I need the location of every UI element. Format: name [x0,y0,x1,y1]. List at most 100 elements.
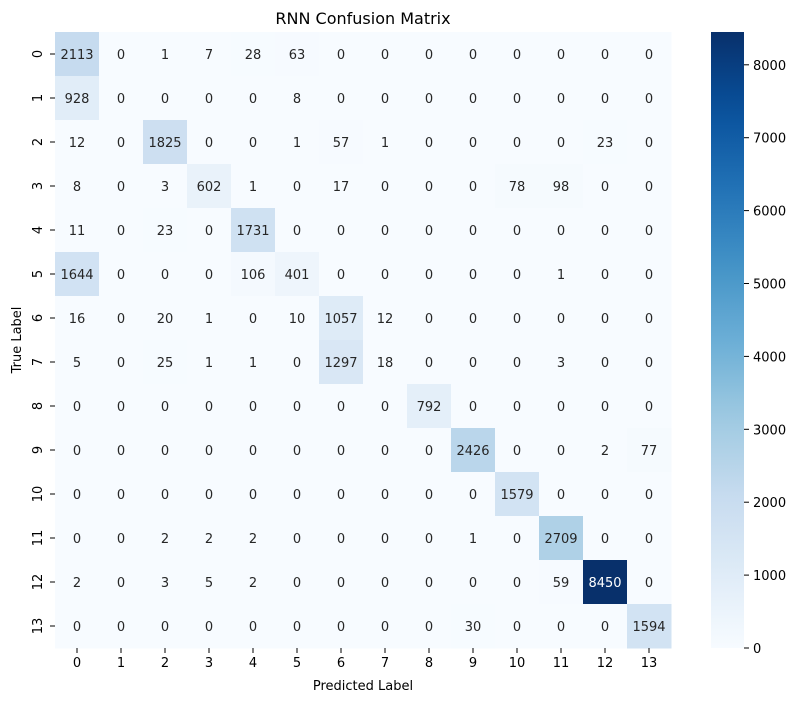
heatmap-cell [627,384,672,429]
cell-value-label: 0 [381,532,389,547]
cell-value-label: 0 [161,620,169,635]
cell-value-label: 0 [601,180,609,195]
x-axis-ticks: 0 1 2 3 4 5 6 7 8 9 10 11 12 13 [73,648,657,671]
heatmap-cell [275,296,320,341]
heatmap-cell [55,560,100,605]
heatmap-cell [451,164,496,209]
heatmap-cell [99,76,144,121]
heatmap-cell [231,340,276,385]
colorbar-tick-label: 6000 [753,205,786,220]
heatmap-cell [495,472,540,517]
cell-value-label: 98 [553,180,570,195]
cell-value-label: 0 [557,136,565,151]
x-tick-label: 7 [381,656,389,671]
heatmap-cell [187,76,232,121]
cell-value-label: 3 [161,576,169,591]
heatmap-cell [319,428,364,473]
cell-value-label: 0 [645,48,653,63]
heatmap-cell [407,164,452,209]
cell-value-label: 0 [645,92,653,107]
heatmap-cell [363,296,408,341]
heatmap-cell [539,76,584,121]
cell-value-label: 1594 [632,620,665,635]
cell-value-label: 0 [249,620,257,635]
cell-value-label: 0 [425,224,433,239]
cell-value-label: 30 [465,620,482,635]
cell-value-label: 5 [205,576,213,591]
cell-value-label: 0 [205,224,213,239]
heatmap-cell [363,428,408,473]
heatmap-cell [231,208,276,253]
cell-value-label: 0 [513,576,521,591]
heatmap-cell [627,208,672,253]
cell-value-label: 0 [469,576,477,591]
heatmap-cell [627,340,672,385]
heatmap-cell [231,164,276,209]
cell-value-label: 0 [601,400,609,415]
cell-value-label: 0 [337,400,345,415]
cell-value-label: 0 [513,136,521,151]
heatmap-cell [143,76,188,121]
cell-value-label: 23 [597,136,614,151]
colorbar-tick-label: 1000 [753,569,786,584]
heatmap-cell [55,252,100,297]
heatmap-cell [319,252,364,297]
heatmap-cell [583,384,628,429]
cell-value-label: 1825 [148,136,181,151]
cell-value-label: 11 [69,224,86,239]
colorbar-tick-label: 8000 [753,59,786,74]
cell-value-label: 0 [381,224,389,239]
cell-value-label: 0 [645,356,653,371]
cell-value-label: 2 [249,532,257,547]
cell-value-label: 1 [557,268,565,283]
heatmap-cell [143,472,188,517]
cell-value-label: 0 [337,488,345,503]
colorbar [711,32,744,648]
heatmap-cell [451,472,496,517]
cell-value-label: 1 [469,532,477,547]
heatmap-cell [99,516,144,561]
cell-value-label: 0 [513,620,521,635]
heatmap-cell [187,252,232,297]
cell-value-label: 0 [249,312,257,327]
cell-value-label: 0 [205,488,213,503]
cell-value-label: 106 [241,268,266,283]
heatmap-cell [275,516,320,561]
cell-value-label: 1 [161,48,169,63]
y-tick-label: 11 [31,530,46,547]
cell-value-label: 0 [425,48,433,63]
heatmap-cell [55,296,100,341]
heatmap-cell [275,32,320,77]
cell-value-label: 0 [601,356,609,371]
heatmap-cell [231,472,276,517]
cell-value-label: 1 [249,180,257,195]
heatmap-cell [231,560,276,605]
heatmap-cell [363,516,408,561]
cell-value-label: 2 [601,444,609,459]
cell-value-label: 0 [513,356,521,371]
heatmap-cell [363,32,408,77]
cell-value-label: 0 [469,488,477,503]
heatmap-cell [187,164,232,209]
heatmap-cell [627,252,672,297]
cell-value-label: 0 [557,400,565,415]
cell-value-label: 0 [425,312,433,327]
cell-value-label: 17 [333,180,350,195]
heatmap-cell [495,604,540,649]
heatmap-cell [275,604,320,649]
heatmap-cell [99,208,144,253]
cell-value-label: 0 [205,136,213,151]
heatmap-cell [187,296,232,341]
cell-value-label: 0 [205,444,213,459]
heatmap-cell [627,604,672,649]
cell-value-label: 8 [293,92,301,107]
heatmap-cell [451,560,496,605]
heatmap-cell [143,384,188,429]
cell-value-label: 1 [205,312,213,327]
cell-value-label: 0 [513,224,521,239]
cell-value-label: 1731 [236,224,269,239]
y-tick-label: 4 [31,226,46,234]
cell-value-label: 0 [117,620,125,635]
heatmap-cell [99,384,144,429]
